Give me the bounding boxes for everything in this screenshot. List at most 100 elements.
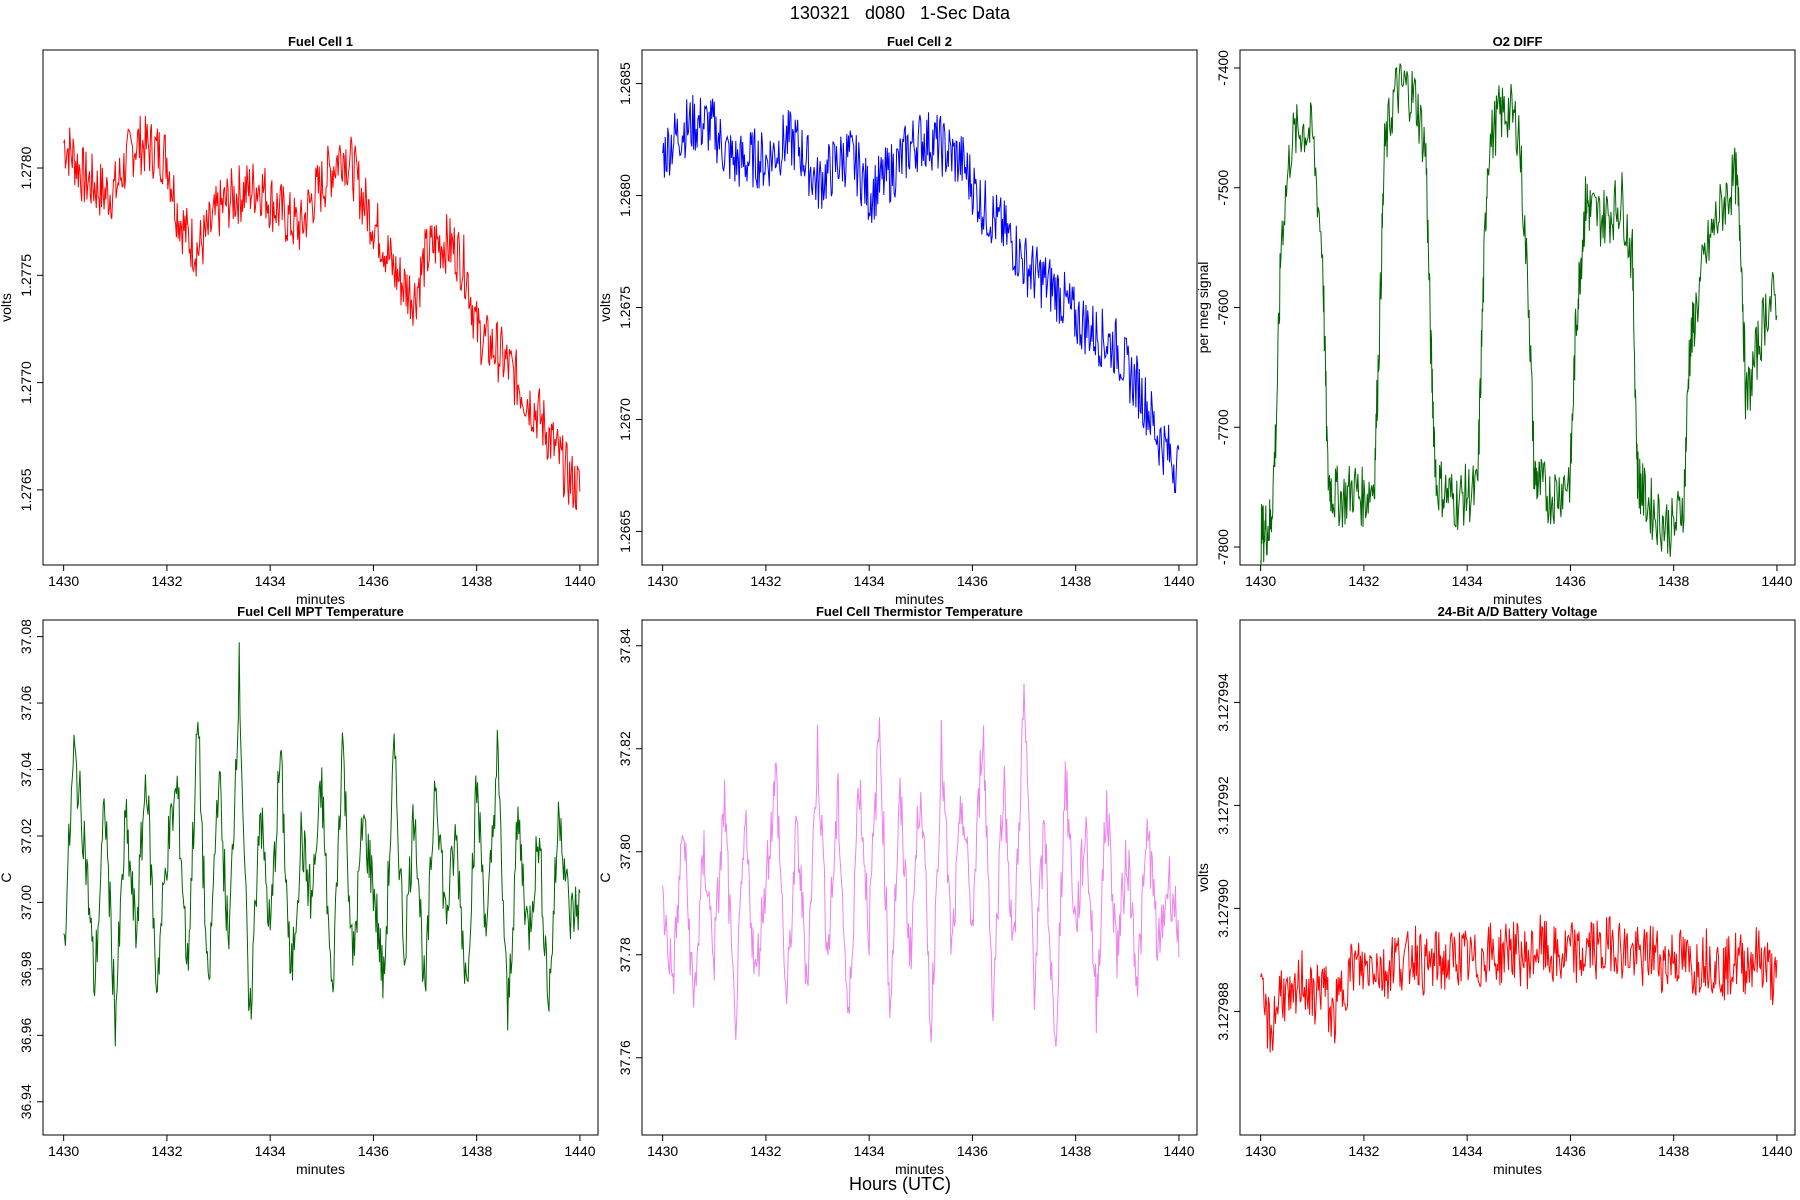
panel-title: Fuel Cell Thermistor Temperature	[816, 604, 1023, 619]
figure-xlabel: Hours (UTC)	[849, 1174, 951, 1194]
x-tick-label: 1430	[1245, 1143, 1276, 1159]
y-tick-label: 1.2780	[18, 146, 34, 189]
x-tick-label: 1434	[255, 573, 286, 589]
x-axis-label: minutes	[895, 1161, 944, 1177]
x-tick-label: 1436	[957, 1143, 988, 1159]
y-tick-label: 37.06	[18, 685, 34, 720]
y-tick-label: -7500	[1215, 170, 1231, 206]
y-tick-label: 1.2665	[617, 510, 633, 553]
y-tick-label: 37.82	[617, 731, 633, 766]
y-axis-label: C	[597, 872, 613, 882]
x-tick-label: 1432	[151, 1143, 182, 1159]
x-tick-label: 1440	[1163, 1143, 1194, 1159]
panel-4: Fuel Cell MPT Temperature minutes C 1430 143…	[0, 604, 599, 1177]
x-axis-label: minutes	[1493, 591, 1542, 607]
x-tick-label: 1440	[1761, 1143, 1792, 1159]
x-tick-label: 1438	[1658, 1143, 1689, 1159]
x-tick-label: 1436	[1555, 573, 1586, 589]
x-tick-label: 1434	[854, 573, 885, 589]
y-tick-label: 3.127990	[1215, 879, 1231, 938]
panel-title: 24-Bit A/D Battery Voltage	[1438, 604, 1598, 619]
y-tick-label: 37.76	[617, 1040, 633, 1075]
y-tick-label: 37.78	[617, 937, 633, 972]
x-tick-label: 1434	[1452, 573, 1483, 589]
x-tick-label: 1436	[957, 573, 988, 589]
panel-title: Fuel Cell MPT Temperature	[237, 604, 404, 619]
x-tick-label: 1430	[48, 1143, 79, 1159]
x-tick-label: 1432	[1348, 1143, 1379, 1159]
y-tick-label: 1.2680	[617, 174, 633, 217]
panel-title: O2 DIFF	[1493, 34, 1543, 49]
panel-3: O2 DIFF minutes per meg signal 1430 1432 1434…	[1195, 34, 1796, 607]
y-tick-label: 37.04	[18, 752, 34, 787]
x-tick-label: 1438	[1658, 573, 1689, 589]
y-tick-label: 36.98	[18, 951, 34, 986]
plot-frame	[1239, 619, 1796, 1136]
series-line	[662, 95, 1180, 494]
y-tick-label: 37.02	[18, 818, 34, 853]
plot-frame	[42, 49, 599, 566]
x-tick-label: 1434	[1452, 1143, 1483, 1159]
x-axis-label: minutes	[895, 591, 944, 607]
y-tick-label: 37.00	[18, 885, 34, 920]
x-tick-label: 1430	[647, 573, 678, 589]
x-tick-label: 1438	[461, 573, 492, 589]
series-line	[63, 642, 581, 1047]
x-tick-label: 1436	[358, 1143, 389, 1159]
y-tick-label: 1.2770	[18, 361, 34, 404]
y-tick-label: -7400	[1215, 50, 1231, 86]
y-tick-label: 36.94	[18, 1084, 34, 1119]
plot-frame	[42, 619, 599, 1136]
x-tick-label: 1430	[647, 1143, 678, 1159]
plot-frame	[641, 49, 1198, 566]
y-tick-label: -7600	[1215, 289, 1231, 325]
y-axis-label: C	[0, 872, 14, 882]
x-tick-label: 1440	[1761, 573, 1792, 589]
y-axis-label: volts	[597, 293, 613, 322]
y-tick-label: 3.127994	[1215, 673, 1231, 732]
y-axis-label: volts	[0, 293, 14, 322]
series-line	[1260, 914, 1778, 1053]
x-tick-label: 1440	[1163, 573, 1194, 589]
x-tick-label: 1438	[1060, 1143, 1091, 1159]
x-tick-label: 1430	[1245, 573, 1276, 589]
y-tick-label: 1.2675	[617, 286, 633, 329]
panel-title: Fuel Cell 2	[887, 34, 952, 49]
x-tick-label: 1440	[564, 1143, 595, 1159]
y-axis-label: volts	[1195, 863, 1211, 892]
y-axis-label: per meg signal	[1195, 262, 1211, 354]
panel-title: Fuel Cell 1	[288, 34, 353, 49]
x-tick-label: 1432	[750, 1143, 781, 1159]
x-tick-label: 1438	[1060, 573, 1091, 589]
series-line	[1260, 63, 1778, 565]
x-tick-label: 1430	[48, 573, 79, 589]
chart-panels: Fuel Cell 1 minutes volts 1430 1432 1434 1436 1…	[0, 34, 1796, 1177]
series-line	[63, 115, 581, 511]
y-tick-label: 36.96	[18, 1018, 34, 1053]
y-tick-label: 1.2775	[18, 254, 34, 297]
x-tick-label: 1432	[1348, 573, 1379, 589]
y-tick-label: -7700	[1215, 409, 1231, 445]
x-axis-label: minutes	[1493, 1161, 1542, 1177]
y-tick-label: 1.2685	[617, 62, 633, 105]
x-tick-label: 1432	[151, 573, 182, 589]
panel-6: 24-Bit A/D Battery Voltage minutes volts 14…	[1195, 604, 1796, 1177]
y-tick-label: 37.80	[617, 834, 633, 869]
x-axis-label: minutes	[296, 1161, 345, 1177]
plot-frame	[641, 619, 1198, 1136]
y-tick-label: 1.2670	[617, 398, 633, 441]
x-tick-label: 1436	[1555, 1143, 1586, 1159]
panel-5: Fuel Cell Thermistor Temperature minutes C…	[597, 604, 1198, 1177]
x-tick-label: 1432	[750, 573, 781, 589]
y-tick-label: 37.84	[617, 628, 633, 663]
x-tick-label: 1440	[564, 573, 595, 589]
y-tick-label: 37.08	[18, 619, 34, 654]
x-tick-label: 1434	[255, 1143, 286, 1159]
y-tick-label: 3.127988	[1215, 982, 1231, 1041]
x-tick-label: 1436	[358, 573, 389, 589]
panel-1: Fuel Cell 1 minutes volts 1430 1432 1434 1436 1…	[0, 34, 599, 607]
panel-2: Fuel Cell 2 minutes volts 1430 1432 1434 1436 1…	[597, 34, 1198, 607]
x-tick-label: 1438	[461, 1143, 492, 1159]
y-tick-label: -7800	[1215, 529, 1231, 565]
